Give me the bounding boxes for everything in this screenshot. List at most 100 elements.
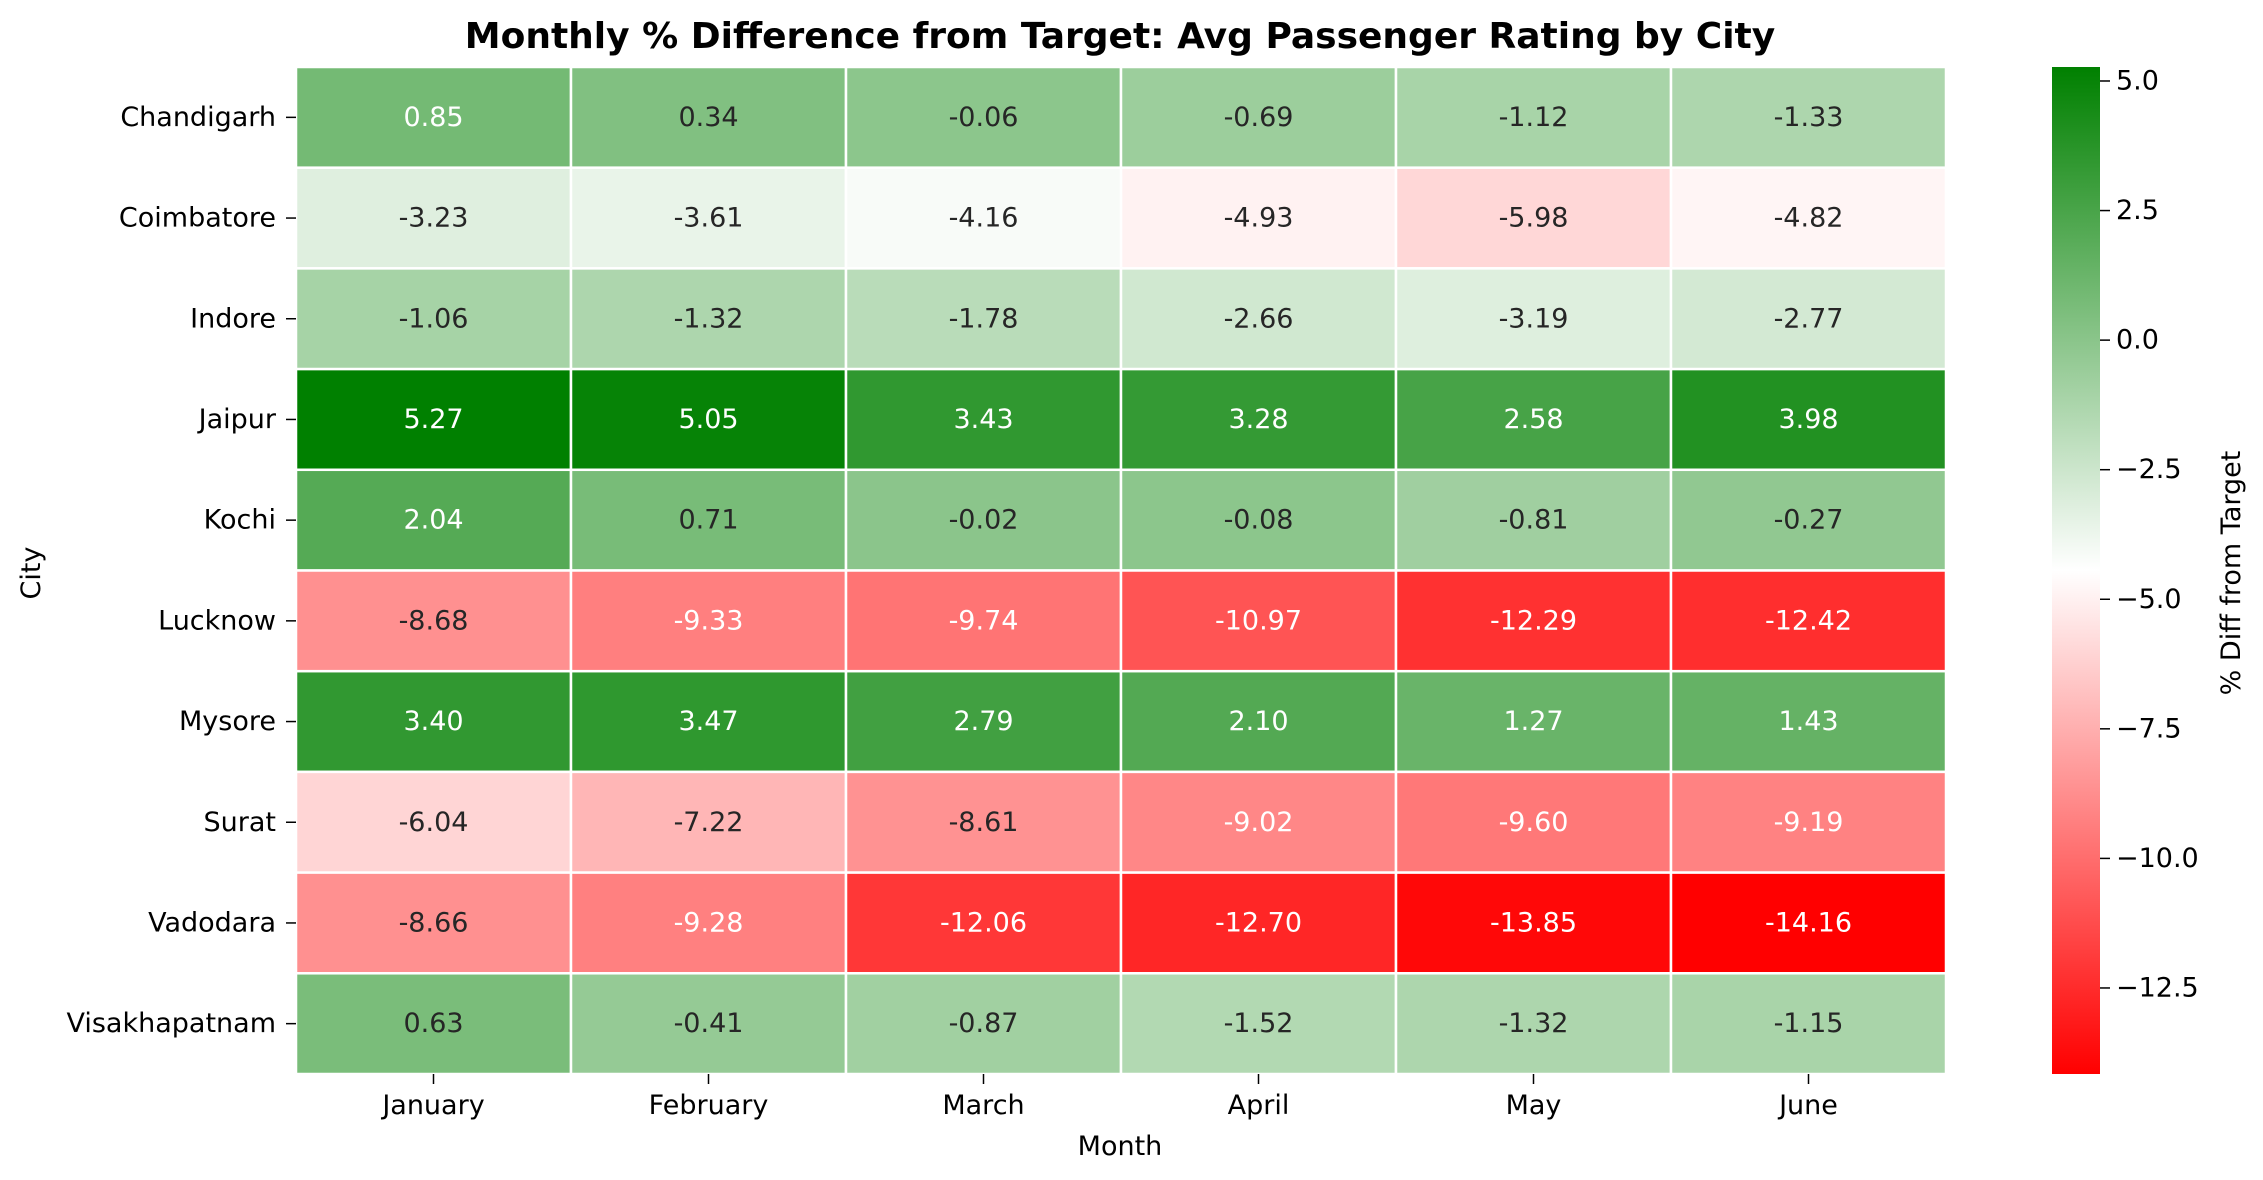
cell-value-label: -12.42	[1765, 605, 1852, 636]
cell-value-label: 3.98	[1778, 404, 1838, 435]
cell-value-label: -1.12	[1499, 102, 1569, 133]
cell-value-label: 3.47	[678, 706, 738, 737]
heatmap-cell	[1394, 871, 1673, 975]
cell-value-label: -12.06	[940, 907, 1027, 938]
heatmap-cell	[294, 972, 573, 1076]
heatmap-cell	[569, 267, 848, 371]
heatmap-cell	[1669, 871, 1948, 975]
heatmap-cells	[294, 65, 1948, 1076]
cell-value-label: 2.04	[403, 505, 463, 536]
cell-value-label: 5.27	[403, 404, 463, 435]
cell-value-label: -12.70	[1215, 907, 1302, 938]
colorbar-tick-label: −2.5	[2116, 454, 2182, 485]
chart-title: Monthly % Difference from Target: Avg Pa…	[465, 16, 1775, 57]
heatmap-cell	[844, 669, 1123, 774]
cell-value-label: 0.85	[403, 102, 463, 133]
y-axis-label: City	[16, 547, 47, 600]
colorbar-tick-label: 2.5	[2116, 195, 2159, 226]
cell-value-label: -8.61	[949, 807, 1019, 838]
heatmap-cell	[294, 468, 573, 572]
heatmap-cell	[1119, 267, 1398, 371]
cell-value-label: 1.27	[1503, 706, 1563, 737]
x-tick-label: March	[942, 1090, 1024, 1121]
cell-value-label: -0.81	[1499, 505, 1569, 536]
colorbar-tick-label: −7.5	[2116, 713, 2182, 744]
cell-value-label: -9.19	[1774, 807, 1844, 838]
colorbar-gradient-bar	[2052, 67, 2100, 1074]
colorbar-tick-label: 0.0	[2116, 325, 2159, 356]
colorbar-ticks: 5.0 2.5 0.0 −2.5 −5.0 −7.5 −10.0 −12.5	[2100, 65, 2199, 1003]
heatmap-cell	[1394, 367, 1673, 472]
heatmap-cell	[294, 367, 573, 472]
cell-value-label: 0.63	[403, 1008, 463, 1039]
heatmap-cell	[1119, 468, 1398, 572]
cell-value-label: 2.10	[1228, 706, 1288, 737]
cell-value-label: -14.16	[1765, 907, 1852, 938]
cell-value-label: -4.82	[1774, 203, 1844, 234]
cell-value-label: -3.61	[674, 203, 744, 234]
cell-value-label: -0.41	[674, 1008, 744, 1039]
cell-value-label: -1.52	[1224, 1008, 1294, 1039]
y-tick-label: Indore	[190, 303, 276, 334]
heatmap-cell	[294, 669, 573, 774]
x-tick-label: January	[380, 1090, 484, 1121]
heatmap-cell	[1669, 367, 1948, 472]
heatmap-cell	[1119, 770, 1398, 874]
x-tick-label: June	[1777, 1090, 1838, 1121]
heatmap-cell	[569, 871, 848, 975]
cell-value-label: -9.02	[1224, 807, 1294, 838]
heatmap-cell	[569, 65, 848, 169]
heatmap-cell	[1669, 669, 1948, 774]
cell-value-label: -1.78	[949, 303, 1019, 334]
heatmap-cell	[1394, 770, 1673, 874]
colorbar-tick-label: −10.0	[2116, 843, 2199, 874]
cell-value-label: -12.29	[1490, 605, 1577, 636]
cell-value-label: -10.97	[1215, 605, 1302, 636]
heatmap-cell	[1669, 468, 1948, 572]
cell-value-label: -2.77	[1774, 303, 1844, 334]
cell-value-label: 2.58	[1503, 404, 1563, 435]
heatmap-cell	[294, 569, 573, 673]
heatmap-cell	[569, 166, 848, 270]
cell-value-label: -6.04	[399, 807, 469, 838]
x-tick-label: February	[649, 1090, 769, 1121]
y-tick-label: Chandigarh	[120, 102, 276, 133]
cell-value-label: -0.69	[1224, 102, 1294, 133]
cell-value-label: -7.22	[674, 807, 744, 838]
heatmap-cell	[1394, 468, 1673, 572]
heatmap-cell	[1119, 669, 1398, 774]
cell-value-label: 3.40	[403, 706, 463, 737]
cell-value-label: -8.68	[399, 605, 469, 636]
y-tick-label: Lucknow	[158, 605, 276, 636]
y-tick-label: Coimbatore	[119, 203, 276, 234]
heatmap-cell	[1394, 972, 1673, 1076]
colorbar-label: % Diff from Target	[2216, 451, 2247, 696]
x-tick-label: April	[1228, 1090, 1290, 1121]
cell-value-label: -1.06	[399, 303, 469, 334]
cell-value-label: 1.43	[1778, 706, 1838, 737]
y-tick-label: Jaipur	[197, 404, 277, 435]
heatmap-cell	[1669, 166, 1948, 270]
cell-value-label: -0.87	[949, 1008, 1019, 1039]
cell-value-label: -13.85	[1490, 907, 1577, 938]
cell-value-label: 0.34	[678, 102, 738, 133]
colorbar-tick-label: −5.0	[2116, 584, 2182, 615]
heatmap-cell	[1669, 569, 1948, 673]
x-tick-label: May	[1506, 1090, 1562, 1121]
cell-value-label: -9.60	[1499, 807, 1569, 838]
heatmap-cell	[844, 468, 1123, 572]
cell-value-label: -2.66	[1224, 303, 1294, 334]
y-tick-label: Vadodara	[148, 907, 276, 938]
heatmap-cell	[844, 65, 1123, 169]
cell-value-label: -0.02	[949, 505, 1019, 536]
heatmap-cell	[844, 871, 1123, 975]
cell-labels: 0.85 0.34 -0.06 -0.69 -1.12 -1.33 -3.23 -3.61 -4…	[399, 102, 1852, 1039]
x-axis-label: Month	[1078, 1131, 1163, 1162]
heatmap-cell	[1119, 166, 1398, 270]
x-axis-ticks: January February March April May June	[380, 1074, 1838, 1121]
colorbar-tick-label: 5.0	[2116, 65, 2159, 96]
cell-value-label: -1.32	[674, 303, 744, 334]
heatmap-cell	[569, 367, 848, 472]
cell-value-label: -8.66	[399, 907, 469, 938]
